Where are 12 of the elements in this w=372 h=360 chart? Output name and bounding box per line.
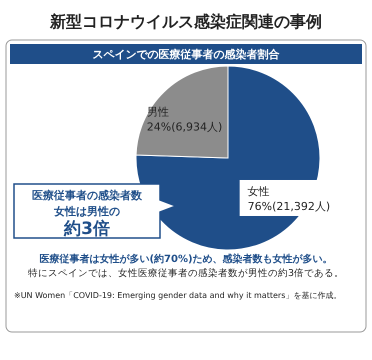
text: ※UN Women「COVID-19: Emerging gender data and why it matters」を基に作成。: [14, 291, 342, 300]
text: 約3倍: [63, 219, 110, 239]
data-label: 24%(6,934人): [146, 120, 222, 134]
data-label: 76%(21,392人): [248, 200, 330, 213]
chart-title: 新型コロナウイルス感染症関連の事例: [49, 12, 322, 31]
slice-label: 女性: [248, 184, 270, 198]
slice-label: 男性: [146, 106, 169, 119]
text: 医療従事者の感染者数: [32, 189, 143, 202]
text: 女性は男性の: [53, 205, 120, 218]
chart-subtitle: スペインでの医療従事者の感染者割合: [92, 48, 280, 61]
text: 医療従事者は女性が多い(約70%)ため、感染者数も女性が多い。: [39, 253, 333, 265]
text: 特にスペインでは、女性医療従事者の感染者数が男性の約3倍である。: [28, 267, 344, 279]
